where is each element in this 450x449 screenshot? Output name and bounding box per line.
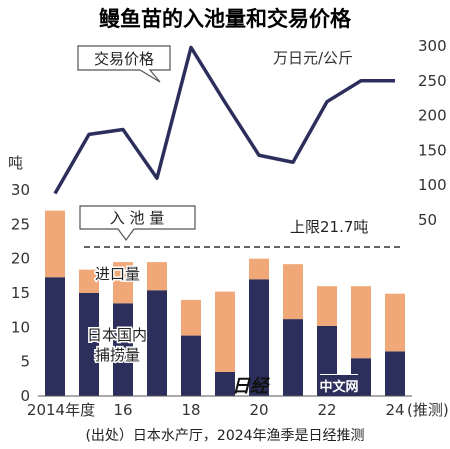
bar-import <box>385 293 405 352</box>
source-note: (出处）日本水产厅，2024年渔季是日经推测 <box>85 428 364 444</box>
logo-part2: 中文网 <box>319 379 358 395</box>
bar-import <box>147 262 167 291</box>
price-line-group <box>53 45 395 195</box>
right-tick-label: 150 <box>418 141 447 159</box>
bar-import <box>79 269 99 293</box>
import-label: 进口量 <box>95 265 140 283</box>
bar-import <box>351 286 371 359</box>
bar-domestic <box>283 319 303 396</box>
left-tick-label: 30 <box>11 181 30 199</box>
bar-domestic <box>385 351 405 396</box>
left-tick-label: 20 <box>11 250 30 268</box>
bar-domestic <box>113 303 133 396</box>
bar-import <box>45 210 65 278</box>
bar-domestic <box>215 371 235 396</box>
right-tick-label: 300 <box>418 37 447 55</box>
x-tick-label: 22 <box>317 401 336 419</box>
right-tick-label: 250 <box>418 72 447 90</box>
left-tick-label: 25 <box>11 215 30 233</box>
x-axis-ticks: 2014年度 16 18 20 22 24 (推测) <box>27 401 449 419</box>
bar-import <box>113 262 133 304</box>
nikkei-logo: 日经 中文网 <box>232 374 360 397</box>
price-line <box>53 45 395 195</box>
x-tick-label: 2014年度 <box>27 401 95 419</box>
bars <box>45 210 405 396</box>
price-label: 交易价格 <box>94 50 154 68</box>
right-tick-label: 100 <box>418 176 447 194</box>
logo-part1: 日经 <box>232 376 271 397</box>
bar-import <box>249 258 269 280</box>
x-tick-label: 16 <box>113 401 132 419</box>
right-tick-label: 200 <box>418 107 447 125</box>
left-tick-label: 0 <box>20 387 30 405</box>
domestic-label-line1: 日本国内 <box>87 326 147 344</box>
bar-domestic <box>79 293 99 396</box>
domestic-label-line2: 捕捞量 <box>95 346 140 364</box>
bar-import <box>283 264 303 320</box>
left-axis-unit: 吨 <box>8 154 23 172</box>
right-axis-unit: 万日元/公斤 <box>273 49 353 67</box>
left-tick-label: 5 <box>20 353 30 371</box>
intake-label-box: 入 池 量 <box>79 205 196 242</box>
bar-domestic <box>181 335 201 396</box>
price-label-box: 交易价格 <box>77 45 171 83</box>
chart-title: 鳗鱼苗的入池量和交易价格 <box>99 7 352 31</box>
right-tick-label: 50 <box>418 211 437 229</box>
left-tick-label: 15 <box>11 284 30 302</box>
bar-domestic <box>45 277 65 396</box>
x-tick-label: 20 <box>249 401 268 419</box>
left-tick-label: 10 <box>11 318 30 336</box>
bar-domestic <box>249 279 269 396</box>
x-tick-suffix: (推测) <box>407 401 449 419</box>
x-tick-label: 18 <box>181 401 200 419</box>
intake-label: 入 池 量 <box>110 209 165 227</box>
bar-import <box>181 299 201 336</box>
limit-label: 上限21.7吨 <box>290 218 368 236</box>
right-axis-ticks: 50 100 150 200 250 300 <box>418 37 447 229</box>
bar-domestic <box>147 290 167 396</box>
x-tick-label: 24 <box>385 401 404 419</box>
bar-import <box>317 286 337 326</box>
left-axis-ticks: 0 5 10 15 20 25 30 <box>11 181 30 405</box>
bar-import <box>215 291 235 372</box>
